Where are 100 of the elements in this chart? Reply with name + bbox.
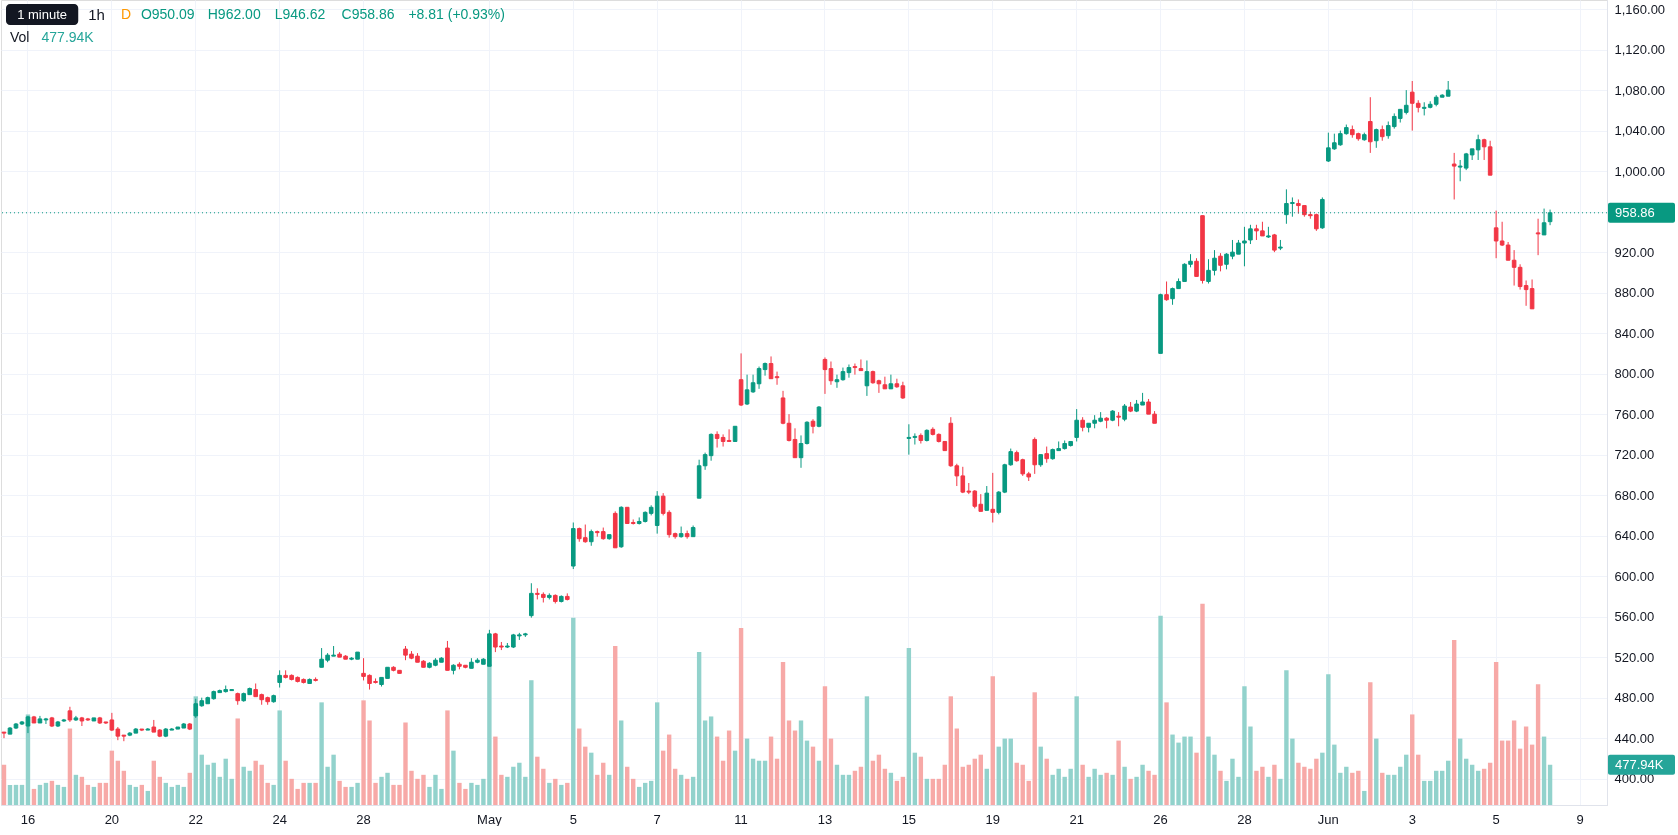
- bar: [846, 774, 852, 805]
- y-tick-label: 920.00: [1614, 244, 1655, 260]
- x-tick-label: 20: [104, 811, 120, 827]
- bar: [894, 780, 900, 805]
- bar: [37, 784, 43, 805]
- bar: [109, 750, 115, 805]
- bar: [900, 776, 906, 805]
- bar: [1380, 772, 1385, 805]
- x-tick-label: 3: [1408, 811, 1416, 827]
- y-tick-label: 560.00: [1614, 609, 1655, 625]
- bar: [720, 760, 726, 805]
- text: 477.94K: [1615, 756, 1664, 772]
- y-tick-label: 840.00: [1614, 325, 1655, 341]
- y-tick-label: 1,040.00: [1614, 123, 1666, 139]
- bar: [1128, 778, 1133, 805]
- x-tick-label: 24: [272, 811, 287, 827]
- bar: [217, 776, 222, 805]
- bar: [187, 772, 192, 805]
- bar: [726, 730, 732, 805]
- candlestick: [858, 358, 864, 372]
- candlestick: [445, 640, 450, 671]
- bar: [643, 782, 648, 805]
- x-tick-label: 16: [20, 811, 36, 827]
- bar: [750, 758, 756, 805]
- bar: [169, 786, 174, 805]
- bar: [181, 786, 186, 805]
- bar: [1164, 702, 1169, 805]
- candlestick: [1164, 281, 1169, 302]
- bar: [690, 776, 696, 805]
- candlestick: [1074, 408, 1079, 442]
- bar: [1362, 790, 1367, 805]
- bar: [1517, 748, 1523, 805]
- x-tick-label: 9: [1576, 811, 1584, 827]
- bar: [882, 768, 888, 805]
- bar: [1505, 740, 1511, 805]
- bar: [870, 760, 876, 805]
- bar: [696, 652, 702, 805]
- candlestick: [1451, 152, 1457, 200]
- bar: [708, 716, 714, 805]
- bar: [1493, 662, 1499, 805]
- bar: [547, 782, 552, 805]
- bar: [864, 696, 870, 805]
- bar: [1038, 746, 1043, 805]
- bar: [625, 766, 630, 805]
- candlestick: [864, 359, 870, 397]
- bar: [774, 758, 780, 805]
- x-tick-label: 28: [1237, 811, 1252, 827]
- y-tick-label: 520.00: [1614, 649, 1655, 665]
- bar: [595, 774, 600, 805]
- bar: [1080, 764, 1085, 805]
- bar: [631, 778, 636, 805]
- bar: [972, 758, 977, 805]
- bar: [654, 702, 660, 805]
- bar: [792, 730, 798, 805]
- candlestick: [918, 432, 924, 445]
- bar: [613, 646, 618, 805]
- bar: [1499, 740, 1505, 805]
- bar: [798, 720, 804, 805]
- bar: [978, 754, 983, 805]
- x-tick-label: 22: [188, 811, 203, 827]
- bar: [756, 760, 762, 805]
- bar: [822, 686, 828, 805]
- bar: [1386, 774, 1391, 805]
- bar: [1469, 764, 1475, 805]
- x-tick-label: 11: [734, 811, 748, 827]
- bar: [55, 784, 61, 805]
- bar: [223, 758, 228, 805]
- y-tick-label: 720.00: [1614, 447, 1655, 463]
- bar: [1463, 758, 1469, 805]
- bar: [145, 790, 151, 805]
- bar: [13, 784, 19, 805]
- bar: [1002, 738, 1007, 805]
- bar: [660, 750, 666, 805]
- x-tick-label: 21: [1069, 811, 1084, 827]
- candlestick: [1, 731, 7, 739]
- bar: [1272, 764, 1277, 805]
- bar: [942, 764, 948, 805]
- y-tick-label: 800.00: [1614, 366, 1655, 382]
- bar: [175, 784, 180, 805]
- annotation: 1 minute: [17, 7, 68, 22]
- bar: [199, 754, 204, 805]
- bar: [133, 786, 139, 805]
- bar: [672, 768, 678, 805]
- y-tick-label: 480.00: [1614, 690, 1655, 706]
- bar: [984, 768, 989, 805]
- x-tick-label: 19: [985, 811, 1000, 827]
- bar: [121, 770, 127, 805]
- annotation: D: [121, 6, 132, 22]
- y-tick-label: 400.00: [1614, 771, 1655, 787]
- ref-line-label: 958.86: [1615, 204, 1655, 220]
- y-tick-label: 680.00: [1614, 487, 1655, 503]
- y-tick-label: 880.00: [1614, 285, 1655, 301]
- bar: [678, 774, 684, 805]
- bar: [235, 718, 240, 805]
- bar: [780, 662, 786, 805]
- bar: [73, 774, 79, 805]
- x-tick-label: 5: [1492, 811, 1500, 827]
- bar: [1535, 684, 1541, 805]
- bar: [307, 782, 312, 805]
- bar: [157, 776, 162, 805]
